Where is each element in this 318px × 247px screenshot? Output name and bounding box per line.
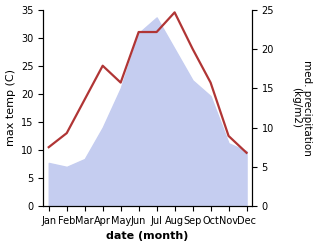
X-axis label: date (month): date (month) bbox=[107, 231, 189, 242]
Y-axis label: med. precipitation
(kg/m2): med. precipitation (kg/m2) bbox=[291, 60, 313, 156]
Y-axis label: max temp (C): max temp (C) bbox=[5, 69, 16, 146]
